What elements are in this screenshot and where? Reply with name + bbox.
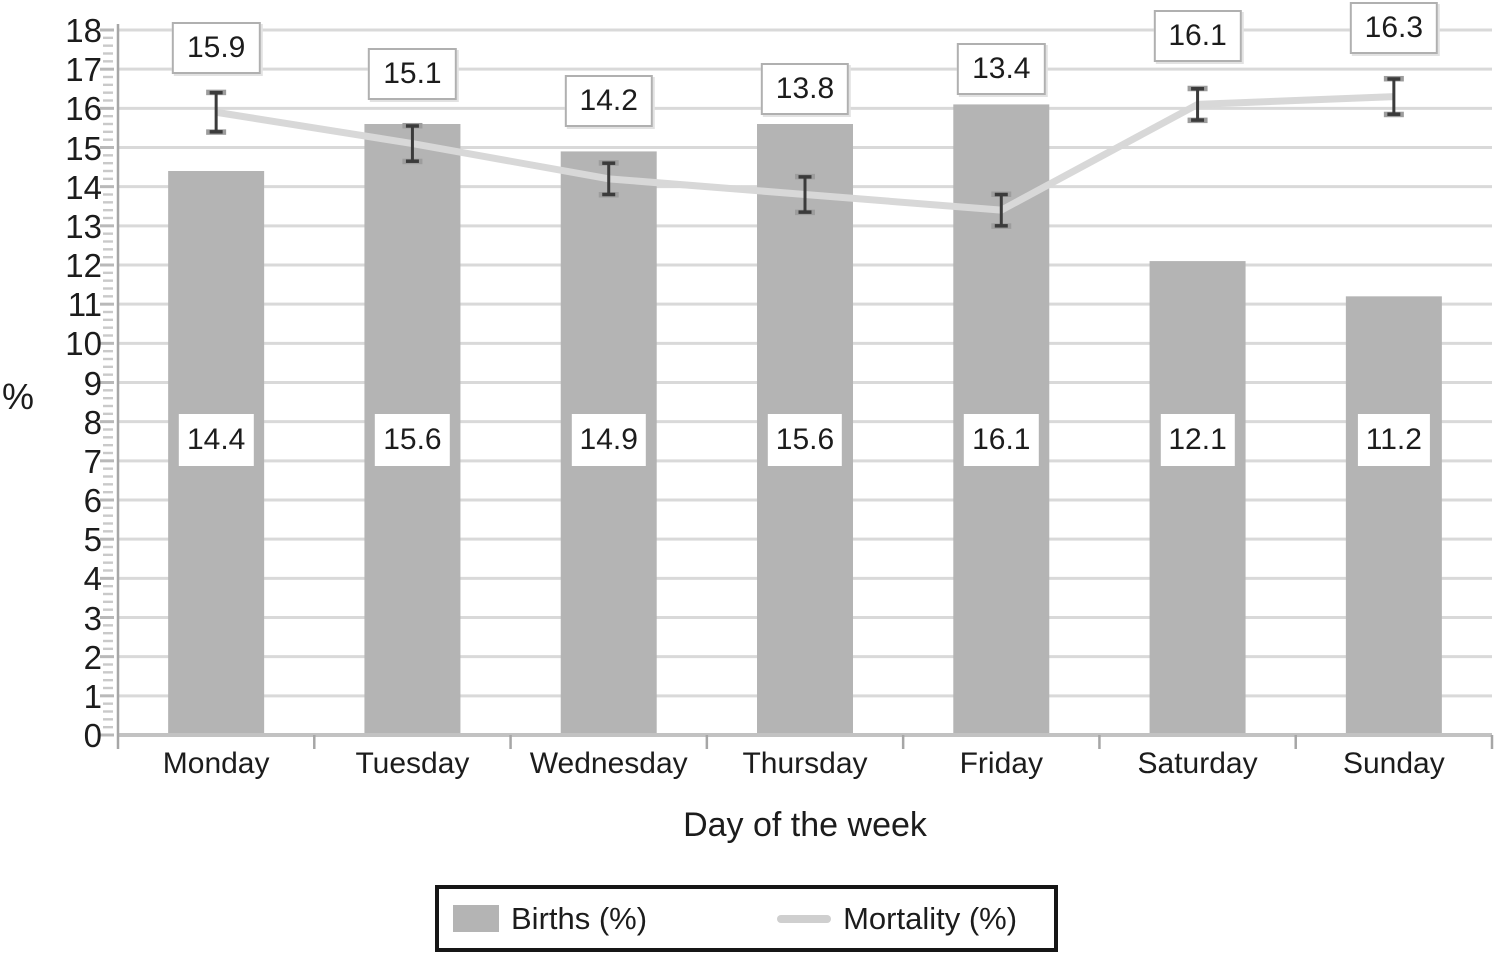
- mortality-data-label: 16.3: [1349, 2, 1439, 54]
- y-axis-tick-label: 0: [83, 717, 102, 754]
- x-axis-tick-label: Sunday: [1342, 747, 1445, 780]
- mortality-data-label: 13.4: [957, 43, 1046, 95]
- y-axis-tick-label: 12: [65, 247, 102, 284]
- bar: [1345, 296, 1442, 735]
- births-data-label: 15.6: [767, 414, 843, 466]
- births-data-label: 14.4: [178, 414, 254, 466]
- y-axis-tick-label: 16: [65, 90, 102, 128]
- x-axis-tick-label: Saturday: [1137, 747, 1258, 780]
- x-axis-tick-label: Tuesday: [355, 747, 470, 780]
- x-axis-tick-label: Wednesday: [529, 747, 688, 780]
- y-axis-tick-label: 5: [83, 521, 102, 559]
- births-data-label: 14.9: [571, 414, 646, 466]
- y-axis-tick-label: 15: [65, 129, 102, 167]
- x-axis-tick-label: Friday: [959, 747, 1043, 780]
- y-axis-tick-label: 1: [83, 677, 102, 715]
- y-axis-tick-label: 17: [65, 51, 102, 89]
- y-axis-tick-label: 11: [67, 286, 102, 324]
- legend-births-label: Births (%): [511, 900, 648, 936]
- y-axis-tick-label: 7: [83, 442, 102, 480]
- y-axis-tick-label: 3: [83, 599, 102, 637]
- births-data-label: 11.2: [1357, 414, 1430, 466]
- y-axis-tick-label: 9: [83, 364, 102, 402]
- mortality-data-label: 15.9: [171, 22, 261, 74]
- y-axis-tick-label: 2: [83, 638, 102, 676]
- x-axis-title: Day of the week: [683, 806, 927, 844]
- legend-mortality-label: Mortality (%): [843, 900, 1018, 936]
- y-axis-tick-label: 14: [65, 168, 102, 206]
- mortality-data-label: 15.1: [368, 48, 457, 100]
- births-data-label: 15.6: [375, 414, 450, 466]
- legend-births-swatch: [453, 905, 499, 932]
- y-axis-tick-label: 18: [65, 12, 102, 49]
- legend-mortality-swatch: [777, 914, 832, 923]
- y-axis-tick-label: 10: [65, 325, 102, 363]
- y-axis-tick-label: 6: [83, 482, 102, 519]
- y-axis-tick-label: 13: [65, 207, 102, 245]
- mortality-data-label: 14.2: [564, 75, 653, 127]
- y-axis-title: %: [2, 376, 35, 417]
- births-data-label: 16.1: [964, 414, 1039, 466]
- x-axis-tick-label: Thursday: [742, 747, 868, 780]
- bar: [1149, 261, 1246, 735]
- mortality-data-label: 16.1: [1153, 10, 1242, 62]
- legend: Births (%) Mortality (%): [435, 885, 1058, 952]
- y-axis-tick-label: 8: [83, 403, 102, 441]
- mortality-data-label: 13.8: [760, 63, 850, 115]
- y-axis-tick-label: 4: [83, 560, 102, 598]
- x-axis-tick-label: Monday: [162, 747, 270, 780]
- births-data-label: 12.1: [1160, 414, 1235, 466]
